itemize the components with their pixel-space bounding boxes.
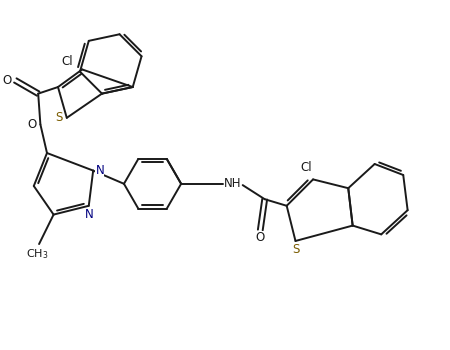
Text: N: N — [85, 208, 93, 221]
Text: N: N — [95, 164, 104, 177]
Text: S: S — [55, 111, 63, 124]
Text: O: O — [256, 231, 265, 244]
Text: Cl: Cl — [61, 55, 72, 68]
Text: O: O — [28, 118, 37, 131]
Text: O: O — [3, 74, 12, 87]
Text: NH: NH — [224, 177, 241, 190]
Text: Cl: Cl — [301, 161, 312, 174]
Text: S: S — [292, 243, 299, 256]
Text: CH$_3$: CH$_3$ — [26, 247, 48, 261]
